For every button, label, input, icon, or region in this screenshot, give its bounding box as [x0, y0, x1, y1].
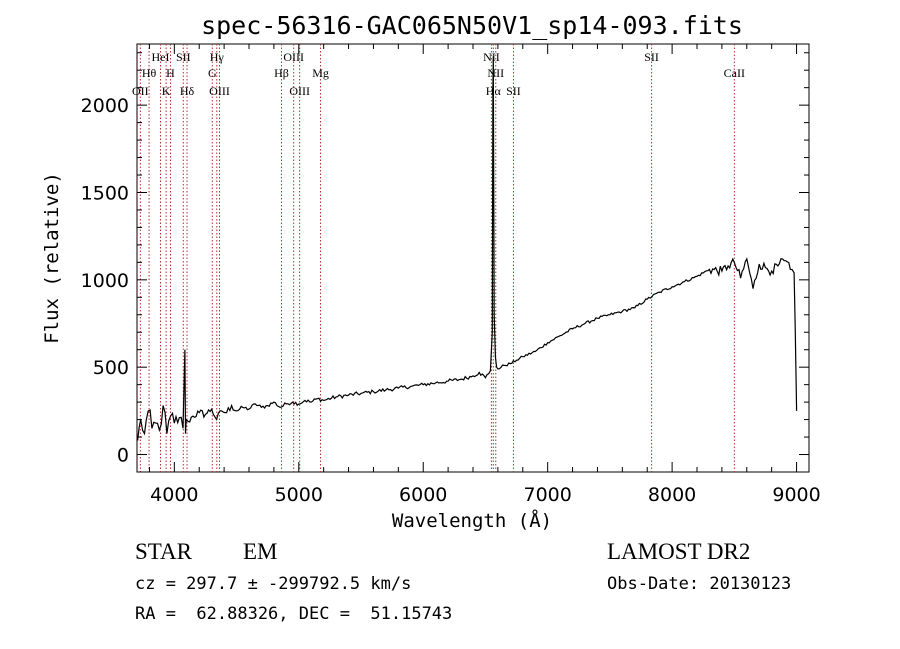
spectral-line-label: G [208, 66, 217, 80]
y-tick-label: 1000 [81, 270, 129, 292]
survey-name: LAMOST DR2 [607, 539, 751, 564]
x-tick-label: 7000 [523, 484, 571, 506]
object-class: STAR [135, 539, 192, 564]
spectral-line-label: SII [176, 50, 191, 64]
x-tick-label: 8000 [648, 484, 696, 506]
object-subclass: EM [243, 539, 278, 564]
x-tick-label: 5000 [275, 484, 323, 506]
x-tick-label: 9000 [772, 484, 820, 506]
y-tick-label: 2000 [81, 95, 129, 117]
spectral-line-label: SII [506, 84, 521, 98]
spectral-line-label: H [166, 66, 175, 80]
coordinates-readout: RA = 62.88326, DEC = 51.15743 [135, 604, 453, 624]
y-tick-label: 500 [93, 357, 129, 379]
plot-frame [136, 43, 810, 473]
velocity-readout: cz = 297.7 ± -299792.5 km/s [135, 574, 412, 594]
spectral-line-label: Hθ [142, 66, 157, 80]
spectral-line-label: K [162, 84, 171, 98]
spectral-line-label: NII [487, 66, 504, 80]
spectrum-series-line [137, 56, 798, 441]
axis-ticks: 4000 5000 6000 7000 8000 9000 0 500 1000 1500 2000 [81, 44, 821, 506]
spectral-line-label: OIII [289, 84, 310, 98]
y-tick-label: 1500 [81, 182, 129, 204]
x-axis-label: Wavelength (Å) [392, 509, 552, 532]
spectral-line-markers: OIIHθHeIKHSIIHδGHγOIIIHβOIIIOIIIMgNIIHαN… [132, 44, 745, 472]
spectral-line-label: SII [644, 50, 659, 64]
obs-date: Obs-Date: 20130123 [607, 574, 792, 594]
spectrum-chart: spec-56316-GAC065N50V1_sp14-093.fits OII… [41, 11, 821, 532]
x-tick-label: 6000 [399, 484, 447, 506]
spectral-line-label: CaII [724, 66, 745, 80]
spectral-line-label: OII [132, 84, 149, 98]
y-axis-label: Flux (relative) [41, 172, 63, 344]
spectral-line-label: OIII [283, 50, 304, 64]
spectral-line-label: Hγ [210, 50, 225, 64]
spectral-line-label: Mg [312, 66, 329, 80]
spectral-line-label: OIII [209, 84, 230, 98]
spectral-line-label: HeI [152, 50, 170, 64]
chart-title: spec-56316-GAC065N50V1_sp14-093.fits [201, 11, 743, 40]
y-tick-label: 0 [117, 445, 129, 467]
spectral-line-label: Hδ [180, 84, 195, 98]
spectral-line-label: Hβ [274, 66, 289, 80]
x-tick-label: 4000 [150, 484, 198, 506]
spectral-line-label: NII [483, 50, 500, 64]
